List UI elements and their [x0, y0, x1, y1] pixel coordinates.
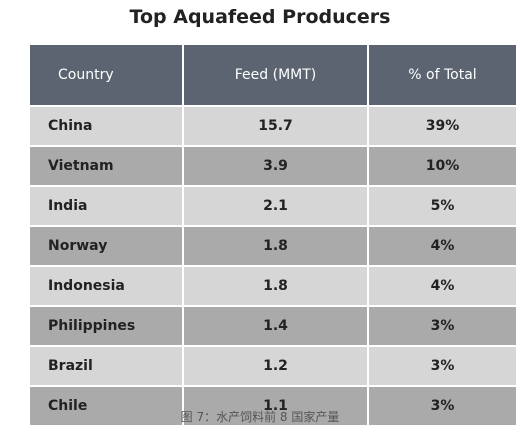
table-row: Vietnam 3.9 10% [30, 145, 516, 186]
table-cell: 4% [368, 225, 516, 266]
table-row: India 2.1 5% [30, 185, 516, 226]
table-cell: 3.9 [183, 145, 369, 186]
column-header: % of Total [368, 45, 516, 106]
table-row: China 15.7 39% [30, 105, 516, 146]
header-row: Country Feed (MMT)% of Total [30, 45, 516, 106]
table-cell: Vietnam [30, 145, 184, 186]
table-cell: China [30, 105, 184, 146]
table-cell: 39% [368, 105, 516, 146]
caption: 图 7：水产饲料前 8 国家产量 [180, 410, 340, 424]
table-cell: 10% [368, 145, 516, 186]
table-cell: Indonesia [30, 265, 184, 306]
table-cell: 1.1 [183, 385, 369, 425]
table-row: Indonesia 1.8 4% [30, 265, 516, 306]
table-row: Chile 1.1 3% [30, 385, 516, 425]
table-row: Norway 1.8 4% [30, 225, 516, 266]
table-cell: 4% [368, 265, 516, 306]
table-row: Brazil 1.2 3% [30, 345, 516, 386]
table-cell: 2.1 [183, 185, 369, 226]
column-header: Country [30, 45, 184, 106]
table-cell: 1.2 [183, 345, 369, 386]
table-cell: 5% [368, 185, 516, 226]
table-cell: 1.8 [183, 265, 369, 306]
table-cell: Brazil [30, 345, 184, 386]
table-cell: 3% [368, 385, 516, 425]
data-table: Country Feed (MMT)% of Total China 15.7 39%… [30, 45, 516, 425]
table-title: Top Aquafeed Producers [129, 6, 391, 28]
table-cell: Norway [30, 225, 184, 266]
table-row: Philippines 1.4 3% [30, 305, 516, 346]
table-cell: 3% [368, 305, 516, 346]
table-cell: 3% [368, 345, 516, 386]
table-cell: India [30, 185, 184, 226]
table-cell: 1.4 [183, 305, 369, 346]
table-cell: Philippines [30, 305, 184, 346]
table-cell: 1.8 [183, 225, 369, 266]
table-cell: 15.7 [183, 105, 369, 146]
table-cell: Chile [30, 385, 184, 425]
column-header: Feed (MMT) [183, 45, 369, 106]
